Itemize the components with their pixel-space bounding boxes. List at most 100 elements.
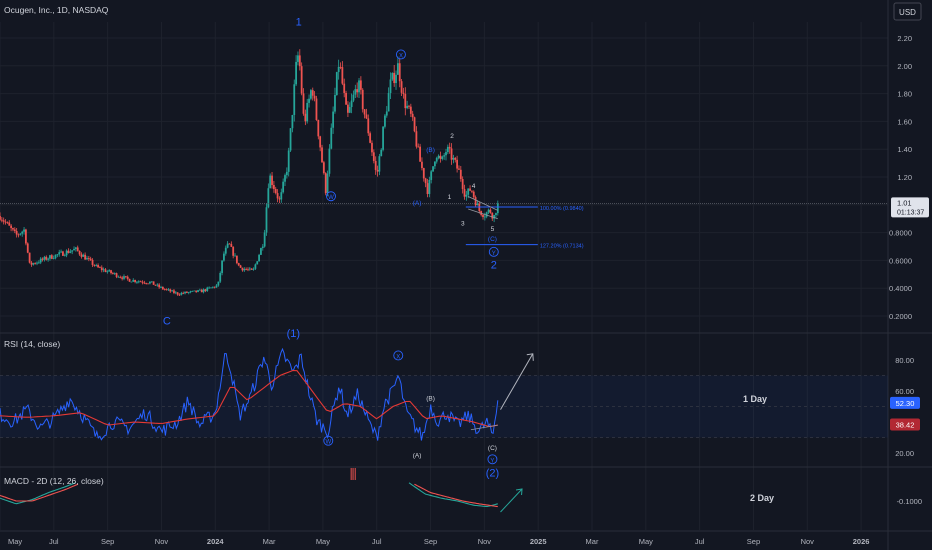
candle-down-body[interactable]	[111, 273, 114, 274]
candle-down-body[interactable]	[369, 133, 372, 143]
candle-up-body[interactable]	[215, 285, 218, 288]
candle-down-body[interactable]	[311, 90, 314, 96]
candle-down-body[interactable]	[304, 113, 307, 122]
candle-down-body[interactable]	[30, 262, 33, 265]
rsi-projection-arrow[interactable]	[500, 353, 534, 410]
macd-panel[interactable]	[0, 468, 523, 513]
candle-down-body[interactable]	[119, 276, 122, 278]
candle-up-body[interactable]	[58, 252, 61, 255]
candle-up-body[interactable]	[267, 188, 270, 208]
candle-down-body[interactable]	[317, 119, 320, 137]
candle-down-body[interactable]	[356, 89, 359, 93]
candle-down-body[interactable]	[400, 81, 403, 93]
candle-up-body[interactable]	[334, 94, 336, 112]
candle-up-body[interactable]	[189, 291, 192, 293]
candle-up-body[interactable]	[493, 214, 496, 219]
candle-down-body[interactable]	[439, 155, 442, 159]
candle-up-body[interactable]	[260, 248, 262, 255]
candle-up-body[interactable]	[380, 149, 383, 157]
candle-down-body[interactable]	[315, 98, 318, 120]
candle-down-body[interactable]	[276, 193, 279, 199]
candle-down-body[interactable]	[250, 268, 253, 270]
candle-down-body[interactable]	[128, 278, 131, 282]
candle-up-body[interactable]	[63, 255, 66, 257]
candle-up-body[interactable]	[21, 231, 24, 234]
candle-up-body[interactable]	[437, 155, 440, 159]
candle-up-body[interactable]	[47, 258, 50, 260]
candle-up-body[interactable]	[210, 287, 212, 289]
candle-down-body[interactable]	[41, 258, 44, 260]
candle-down-body[interactable]	[15, 230, 18, 235]
candle-up-body[interactable]	[289, 128, 292, 151]
candle-down-body[interactable]	[298, 55, 301, 67]
candle-down-body[interactable]	[6, 222, 9, 224]
candle-down-body[interactable]	[359, 80, 362, 90]
candle-down-body[interactable]	[169, 289, 172, 292]
candle-up-body[interactable]	[297, 55, 299, 62]
candle-down-body[interactable]	[126, 276, 129, 279]
candle-down-body[interactable]	[26, 243, 29, 253]
candle-up-body[interactable]	[396, 63, 399, 75]
candle-down-body[interactable]	[62, 251, 64, 256]
candle-down-body[interactable]	[302, 93, 305, 114]
candle-up-body[interactable]	[108, 270, 111, 272]
candle-up-body[interactable]	[49, 255, 51, 259]
candle-up-body[interactable]	[180, 292, 183, 295]
candle-up-body[interactable]	[130, 281, 133, 283]
candle-down-body[interactable]	[110, 270, 112, 274]
candle-down-body[interactable]	[361, 89, 364, 110]
candle-up-body[interactable]	[191, 290, 194, 292]
candle-up-body[interactable]	[217, 281, 220, 286]
candle-up-body[interactable]	[226, 243, 229, 248]
candle-up-body[interactable]	[117, 276, 120, 278]
candle-down-body[interactable]	[143, 282, 146, 284]
candle-up-body[interactable]	[335, 72, 338, 95]
macd-projection-arrow[interactable]	[500, 488, 523, 513]
candle-up-body[interactable]	[465, 194, 468, 197]
candle-down-body[interactable]	[182, 292, 185, 294]
candle-up-body[interactable]	[86, 258, 88, 260]
candle-down-body[interactable]	[426, 183, 429, 194]
candle-down-body[interactable]	[80, 254, 83, 257]
candle-up-body[interactable]	[39, 258, 42, 263]
candle-down-body[interactable]	[321, 147, 323, 163]
candle-up-body[interactable]	[441, 156, 444, 159]
candle-down-body[interactable]	[176, 292, 179, 295]
candle-down-body[interactable]	[300, 66, 303, 94]
candle-up-body[interactable]	[387, 93, 390, 112]
candle-down-body[interactable]	[237, 263, 240, 266]
candle-down-body[interactable]	[228, 243, 231, 245]
candle-down-body[interactable]	[347, 104, 349, 113]
candle-up-body[interactable]	[261, 246, 264, 249]
candle-down-body[interactable]	[365, 114, 368, 119]
rsi-trendline[interactable]	[470, 424, 498, 431]
price-panel[interactable]: 100.00% (0.9840) 127.20% (0.7134) 1 C X W (B) (…	[0, 16, 888, 327]
candle-down-body[interactable]	[245, 268, 248, 270]
candle-down-body[interactable]	[471, 190, 473, 192]
candle-down-body[interactable]	[230, 244, 233, 247]
candle-up-body[interactable]	[36, 262, 38, 264]
candle-up-body[interactable]	[285, 171, 288, 176]
candle-down-body[interactable]	[121, 277, 124, 279]
candle-up-body[interactable]	[23, 229, 25, 232]
candle-down-body[interactable]	[271, 175, 273, 186]
candle-up-body[interactable]	[350, 100, 353, 108]
candle-down-body[interactable]	[45, 256, 48, 260]
candle-up-body[interactable]	[269, 175, 272, 189]
candle-down-body[interactable]	[147, 283, 149, 285]
candle-up-body[interactable]	[354, 89, 357, 95]
candle-down-body[interactable]	[241, 267, 244, 271]
candle-up-body[interactable]	[150, 281, 153, 283]
candle-down-body[interactable]	[4, 221, 7, 223]
candle-up-body[interactable]	[56, 254, 59, 256]
candle-down-body[interactable]	[124, 276, 127, 278]
candle-up-body[interactable]	[446, 146, 449, 153]
rsi-value-badge[interactable]	[890, 396, 920, 409]
candle-up-body[interactable]	[330, 127, 333, 149]
wedge-upper-line[interactable]	[468, 196, 498, 211]
candle-down-body[interactable]	[134, 279, 136, 283]
candle-up-body[interactable]	[167, 289, 170, 291]
candle-up-body[interactable]	[291, 115, 294, 129]
candle-up-body[interactable]	[254, 264, 257, 269]
